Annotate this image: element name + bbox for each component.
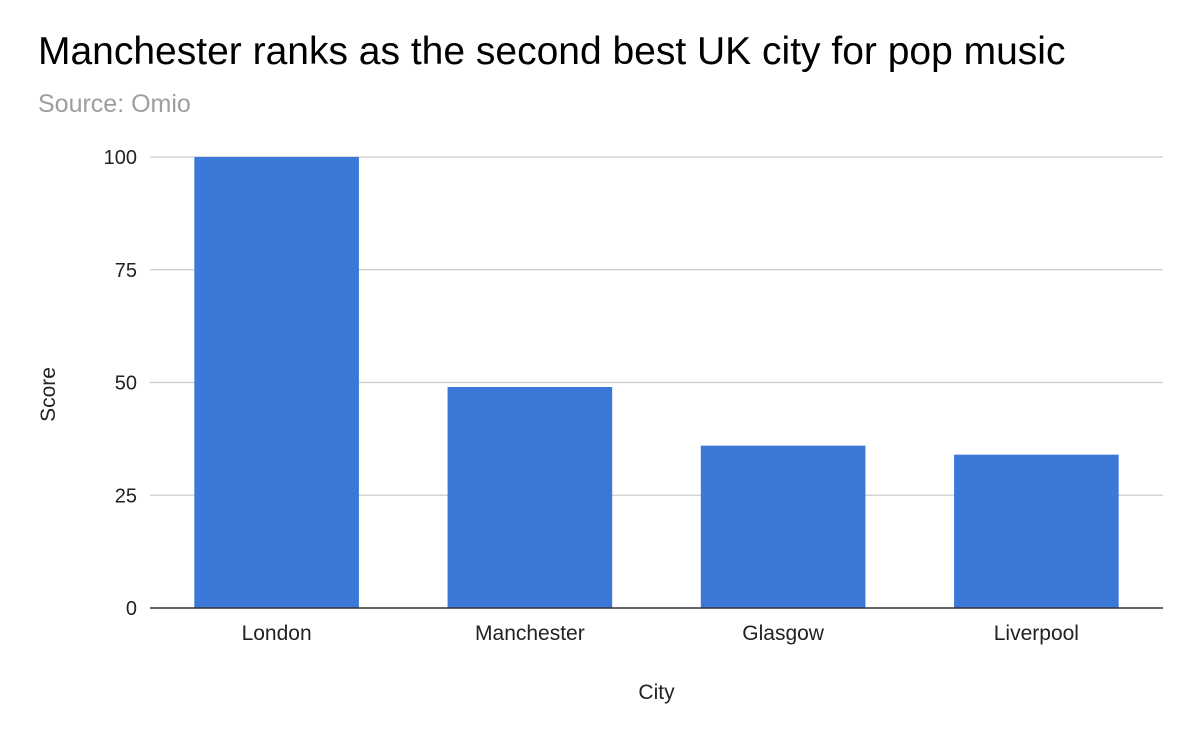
y-axis-ticks: 0 25 50 75 100 bbox=[104, 147, 137, 620]
chart-subtitle: Source: Omio bbox=[38, 90, 191, 118]
y-tick-label: 50 bbox=[115, 373, 137, 395]
x-axis-label: City bbox=[638, 681, 675, 704]
y-tick-label: 100 bbox=[104, 147, 137, 169]
bar-manchester bbox=[447, 387, 613, 608]
bars bbox=[194, 157, 1119, 608]
chart-title: Manchester ranks as the second best UK c… bbox=[38, 30, 1066, 73]
x-tick-label: London bbox=[242, 622, 312, 645]
x-axis-ticks: London Manchester Glasgow Liverpool bbox=[242, 622, 1079, 645]
bar-liverpool bbox=[954, 454, 1119, 608]
y-tick-label: 0 bbox=[126, 598, 137, 620]
bar-london bbox=[194, 157, 359, 608]
y-tick-label: 75 bbox=[115, 260, 137, 282]
y-axis-label: Score bbox=[37, 367, 60, 422]
x-tick-label: Liverpool bbox=[994, 622, 1079, 645]
x-tick-label: Glasgow bbox=[742, 622, 825, 645]
y-tick-label: 25 bbox=[115, 485, 137, 507]
bar-glasgow bbox=[700, 445, 866, 608]
x-tick-label: Manchester bbox=[475, 622, 585, 645]
